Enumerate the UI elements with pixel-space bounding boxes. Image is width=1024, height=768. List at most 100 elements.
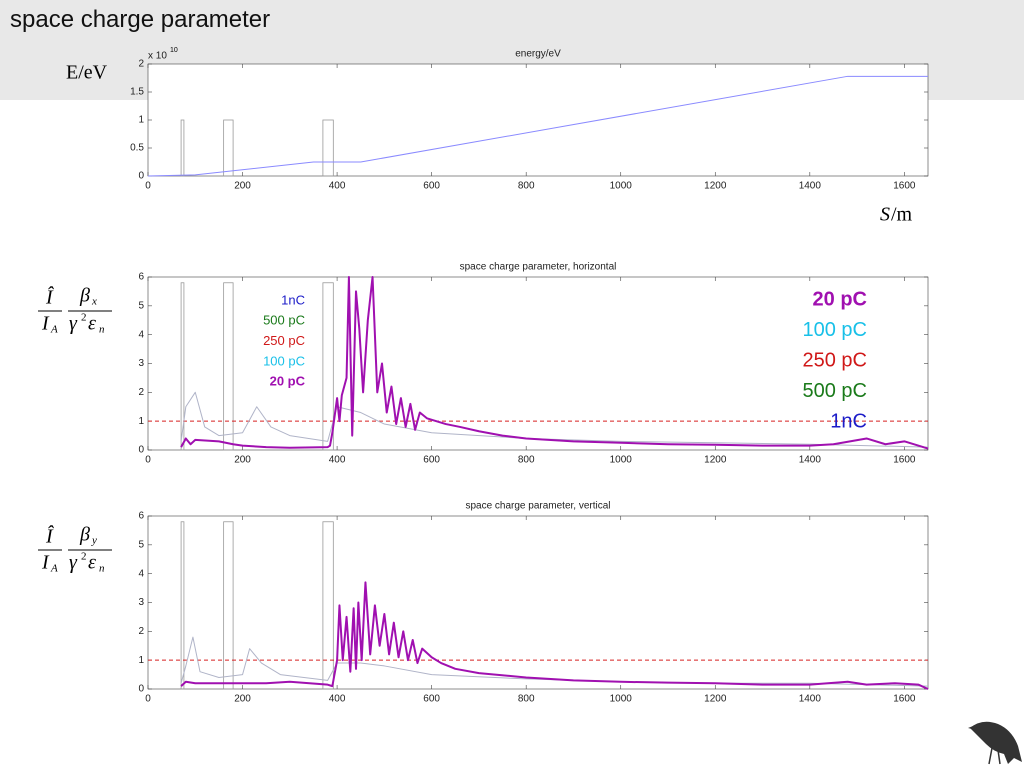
- formula-part: β: [79, 524, 90, 546]
- plot-frame: [147, 515, 929, 690]
- x-tick-label: 800: [518, 455, 535, 466]
- x-tick-label: 1400: [799, 181, 822, 192]
- y-tick-label: 0: [138, 445, 144, 456]
- x-tick-label: 400: [329, 455, 346, 466]
- element-box: [223, 521, 234, 690]
- legend-entry: 20 pC: [813, 288, 867, 310]
- x-tick-label: 1000: [610, 455, 633, 466]
- x-axis-label-unit: /m: [891, 204, 913, 226]
- x-tick-label: 1200: [704, 455, 727, 466]
- element-box: [322, 119, 334, 177]
- y-tick-label: 0: [138, 171, 144, 182]
- x-tick-label: 600: [423, 694, 440, 705]
- series-line: [180, 276, 929, 450]
- x-tick-label: 1000: [610, 181, 633, 192]
- y-tick-label: 1.5: [130, 87, 144, 98]
- y-tick-label: 0: [138, 684, 144, 695]
- x-tick-label: 1000: [610, 694, 633, 705]
- legend-entry: 100 pC: [803, 319, 868, 341]
- element-box: [180, 521, 185, 690]
- element-box: [223, 282, 234, 451]
- x-tick-label: 800: [518, 181, 535, 192]
- formula-part: Î: [45, 286, 54, 309]
- x-tick-label: 1400: [799, 694, 822, 705]
- legend-entry: 500 pC: [803, 380, 868, 402]
- slide-title: space charge parameter: [10, 6, 271, 33]
- element-box: [180, 119, 185, 177]
- formula-part: ε: [88, 552, 96, 574]
- x-tick-label: 1200: [704, 694, 727, 705]
- y-tick-label: 4: [138, 568, 144, 579]
- element-box: [322, 282, 334, 451]
- crow-logo: [968, 721, 1022, 765]
- x-tick-label: 0: [145, 181, 151, 192]
- y-tick-label: 5: [138, 539, 144, 550]
- y-tick-label: 0.5: [130, 143, 144, 154]
- formula-part: x: [91, 296, 97, 308]
- formula-part: γ: [69, 552, 78, 574]
- chart-title: space charge parameter, vertical: [465, 501, 610, 512]
- chart-title: energy/eV: [515, 49, 561, 60]
- x-tick-label: 800: [518, 694, 535, 705]
- y-tick-label: 1: [138, 115, 144, 126]
- formula-part: 2: [81, 312, 87, 324]
- x-tick-label: 200: [234, 694, 251, 705]
- y-tick-label: 4: [138, 329, 144, 340]
- x-tick-label: 0: [145, 455, 151, 466]
- formula-part: γ: [69, 313, 78, 335]
- x-axis-label-var: S: [880, 204, 890, 226]
- y-tick-label: 1: [138, 655, 144, 666]
- series-line: [147, 75, 928, 177]
- formula-part: Î: [45, 525, 54, 548]
- plot-frame: [147, 63, 929, 177]
- axis-exponent-power: 10: [170, 47, 178, 54]
- legend-entry: 1nC: [281, 292, 305, 307]
- x-tick-label: 200: [234, 455, 251, 466]
- formula-part: β: [79, 285, 90, 307]
- y-tick-label: 2: [138, 387, 144, 398]
- legend-entry: 20 pC: [270, 374, 306, 389]
- element-box: [322, 521, 334, 690]
- legend-entry: 100 pC: [263, 353, 305, 368]
- x-tick-label: 1600: [893, 455, 916, 466]
- x-tick-label: 600: [423, 181, 440, 192]
- series-line: [180, 581, 929, 690]
- formula-part: y: [91, 535, 97, 547]
- legend-entry: 500 pC: [263, 313, 305, 328]
- series-line: [180, 391, 929, 448]
- x-tick-label: 200: [234, 181, 251, 192]
- x-tick-label: 1200: [704, 181, 727, 192]
- y-tick-label: 6: [138, 272, 144, 283]
- x-tick-label: 1400: [799, 455, 822, 466]
- formula-part: n: [99, 324, 105, 336]
- y-tick-label: 6: [138, 511, 144, 522]
- x-tick-label: 400: [329, 694, 346, 705]
- formula-part: ε: [88, 313, 96, 335]
- x-tick-label: 600: [423, 455, 440, 466]
- x-tick-label: 0: [145, 694, 151, 705]
- formula-part: 2: [81, 551, 87, 563]
- element-box: [223, 119, 234, 177]
- formula-part: I: [41, 313, 50, 335]
- formula-part: A: [50, 563, 58, 575]
- y-tick-label: 2: [138, 59, 144, 70]
- y-axis-label: E/eV: [66, 62, 108, 84]
- formula-part: n: [99, 563, 105, 575]
- x-tick-label: 1600: [893, 181, 916, 192]
- axis-exponent: x 10: [148, 51, 167, 62]
- legend-entry: 1nC: [830, 410, 867, 432]
- x-tick-label: 400: [329, 181, 346, 192]
- y-tick-label: 1: [138, 416, 144, 427]
- legend-entry: 250 pC: [803, 349, 868, 371]
- y-tick-label: 5: [138, 300, 144, 311]
- y-tick-label: 2: [138, 626, 144, 637]
- x-tick-label: 1600: [893, 694, 916, 705]
- element-box: [180, 282, 185, 451]
- formula-part: I: [41, 552, 50, 574]
- chart-title: space charge parameter, horizontal: [460, 262, 617, 273]
- formula-part: A: [50, 324, 58, 336]
- y-tick-label: 3: [138, 358, 144, 369]
- y-tick-label: 3: [138, 597, 144, 608]
- legend-entry: 250 pC: [263, 333, 305, 348]
